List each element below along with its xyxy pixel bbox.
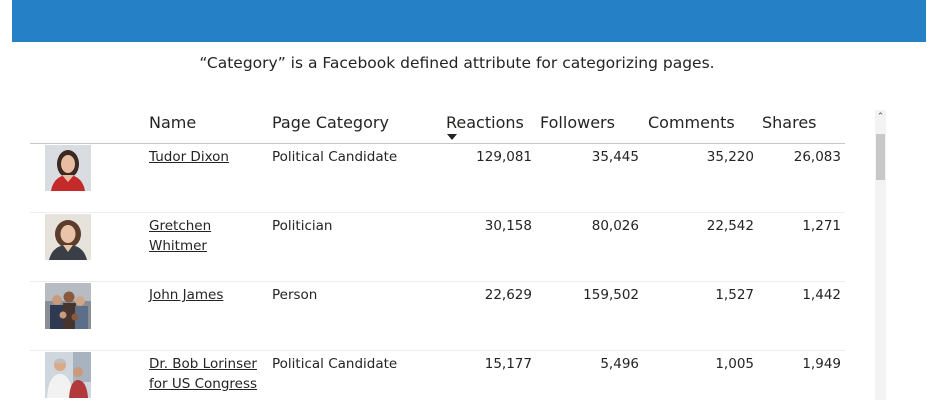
row-reactions: 129,081 — [476, 149, 532, 165]
header-name[interactable]: Name — [149, 113, 197, 132]
scroll-up-icon[interactable]: ⌃ — [876, 112, 885, 122]
row-comments: 22,542 — [706, 218, 754, 234]
vertical-scrollbar[interactable]: ⌃ — [875, 110, 886, 400]
row-shares: 26,083 — [793, 149, 841, 165]
header-reactions[interactable]: Reactions — [446, 113, 524, 132]
sort-descending-icon[interactable] — [447, 134, 457, 140]
top-banner — [12, 0, 926, 42]
row-followers: 5,496 — [600, 356, 639, 372]
row-shares: 1,442 — [802, 287, 841, 303]
header-page-category[interactable]: Page Category — [272, 113, 389, 132]
avatar — [45, 352, 91, 398]
scroll-thumb[interactable] — [876, 134, 885, 180]
row-category: Political Candidate — [272, 149, 398, 165]
row-reactions: 30,158 — [484, 218, 532, 234]
row-shares: 1,949 — [802, 356, 841, 372]
row-followers: 80,026 — [591, 218, 639, 234]
table-header: Name Page Category Reactions Followers C… — [30, 110, 845, 144]
table-row: John James Person 22,629 159,502 1,527 1… — [30, 282, 845, 351]
row-name-link[interactable]: Tudor Dixon — [149, 149, 229, 165]
table-row: Dr. Bob Lorinser for US Congress Politic… — [30, 351, 845, 400]
row-category: Person — [272, 287, 318, 303]
row-followers: 159,502 — [583, 287, 639, 303]
row-comments: 1,005 — [715, 356, 754, 372]
row-name-link[interactable]: Gretchen Whitmer — [149, 218, 212, 254]
table-row: Gretchen Whitmer Politician 30,158 80,02… — [30, 213, 845, 282]
row-comments: 1,527 — [715, 287, 754, 303]
row-name-link[interactable]: John James — [149, 287, 224, 303]
header-shares[interactable]: Shares — [762, 113, 817, 132]
table-row: Tudor Dixon Political Candidate 129,081 … — [30, 144, 845, 213]
row-comments: 35,220 — [706, 149, 754, 165]
category-caption: “Category” is a Facebook defined attribu… — [199, 54, 715, 72]
row-category: Politician — [272, 218, 333, 234]
row-name-link[interactable]: Dr. Bob Lorinser for US Congress — [149, 356, 258, 392]
pages-table: Name Page Category Reactions Followers C… — [30, 110, 886, 400]
row-shares: 1,271 — [802, 218, 841, 234]
header-comments[interactable]: Comments — [648, 113, 735, 132]
avatar — [45, 214, 91, 260]
row-category: Political Candidate — [272, 356, 398, 372]
row-reactions: 22,629 — [484, 287, 532, 303]
row-followers: 35,445 — [591, 149, 639, 165]
row-reactions: 15,177 — [484, 356, 532, 372]
avatar — [45, 283, 91, 329]
header-followers[interactable]: Followers — [540, 113, 615, 132]
avatar — [45, 145, 91, 191]
